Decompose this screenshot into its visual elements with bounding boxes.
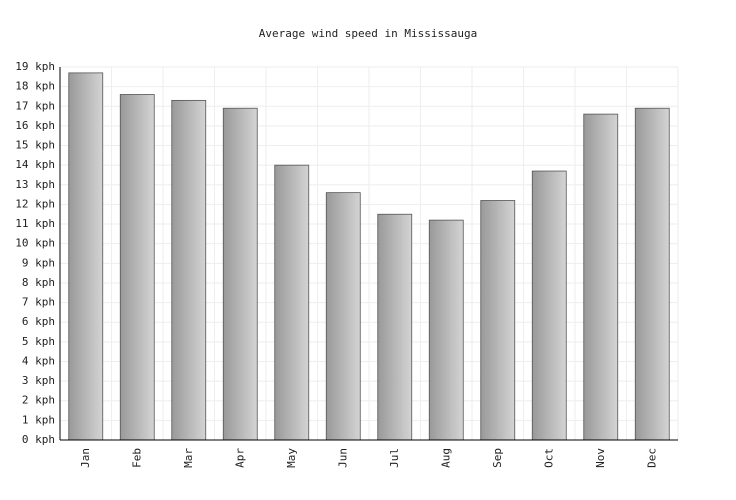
y-tick-label: 0 kph bbox=[22, 433, 55, 446]
y-tick-label: 5 kph bbox=[22, 335, 55, 348]
x-tick-label: Apr bbox=[233, 448, 246, 468]
y-tick-label: 6 kph bbox=[22, 315, 55, 328]
bar bbox=[531, 170, 567, 441]
y-tick-label: 4 kph bbox=[22, 354, 55, 367]
x-tick-label: May bbox=[285, 448, 298, 468]
y-tick-label: 15 kph bbox=[15, 139, 55, 152]
x-tick-label: Jun bbox=[336, 448, 349, 468]
x-tick-label: Oct bbox=[542, 448, 555, 468]
x-tick-label: Feb bbox=[130, 448, 143, 468]
chart-title: Average wind speed in Mississauga bbox=[259, 27, 478, 40]
x-tick-label: Dec bbox=[645, 448, 658, 468]
bar bbox=[325, 192, 361, 441]
x-tick-label: Mar bbox=[182, 448, 195, 468]
x-tick-label: Sep bbox=[491, 448, 504, 468]
y-tick-label: 14 kph bbox=[15, 158, 55, 171]
y-tick-label: 7 kph bbox=[22, 296, 55, 309]
y-tick-label: 2 kph bbox=[22, 394, 55, 407]
bar bbox=[119, 94, 155, 441]
y-tick-label: 12 kph bbox=[15, 197, 55, 210]
x-tick-label: Nov bbox=[594, 448, 607, 468]
y-tick-label: 10 kph bbox=[15, 237, 55, 250]
bar bbox=[428, 219, 464, 441]
y-tick-label: 13 kph bbox=[15, 178, 55, 191]
bar bbox=[68, 72, 104, 441]
y-tick-label: 17 kph bbox=[15, 99, 55, 112]
y-tick-label: 9 kph bbox=[22, 256, 55, 269]
x-tick-label: Jan bbox=[79, 448, 92, 468]
y-tick-label: 3 kph bbox=[22, 374, 55, 387]
bar bbox=[480, 200, 516, 441]
y-tick-label: 11 kph bbox=[15, 217, 55, 230]
bar bbox=[274, 164, 310, 441]
y-tick-label: 16 kph bbox=[15, 119, 55, 132]
bar bbox=[377, 213, 413, 441]
bar bbox=[171, 99, 207, 441]
y-tick-label: 19 kph bbox=[15, 60, 55, 73]
y-tick-label: 8 kph bbox=[22, 276, 55, 289]
bar bbox=[634, 107, 670, 441]
bar bbox=[222, 107, 258, 441]
y-tick-label: 18 kph bbox=[15, 80, 55, 93]
bar bbox=[583, 113, 619, 441]
y-tick-label: 1 kph bbox=[22, 413, 55, 426]
x-tick-label: Aug bbox=[439, 448, 452, 468]
x-tick-label: Jul bbox=[388, 448, 401, 468]
